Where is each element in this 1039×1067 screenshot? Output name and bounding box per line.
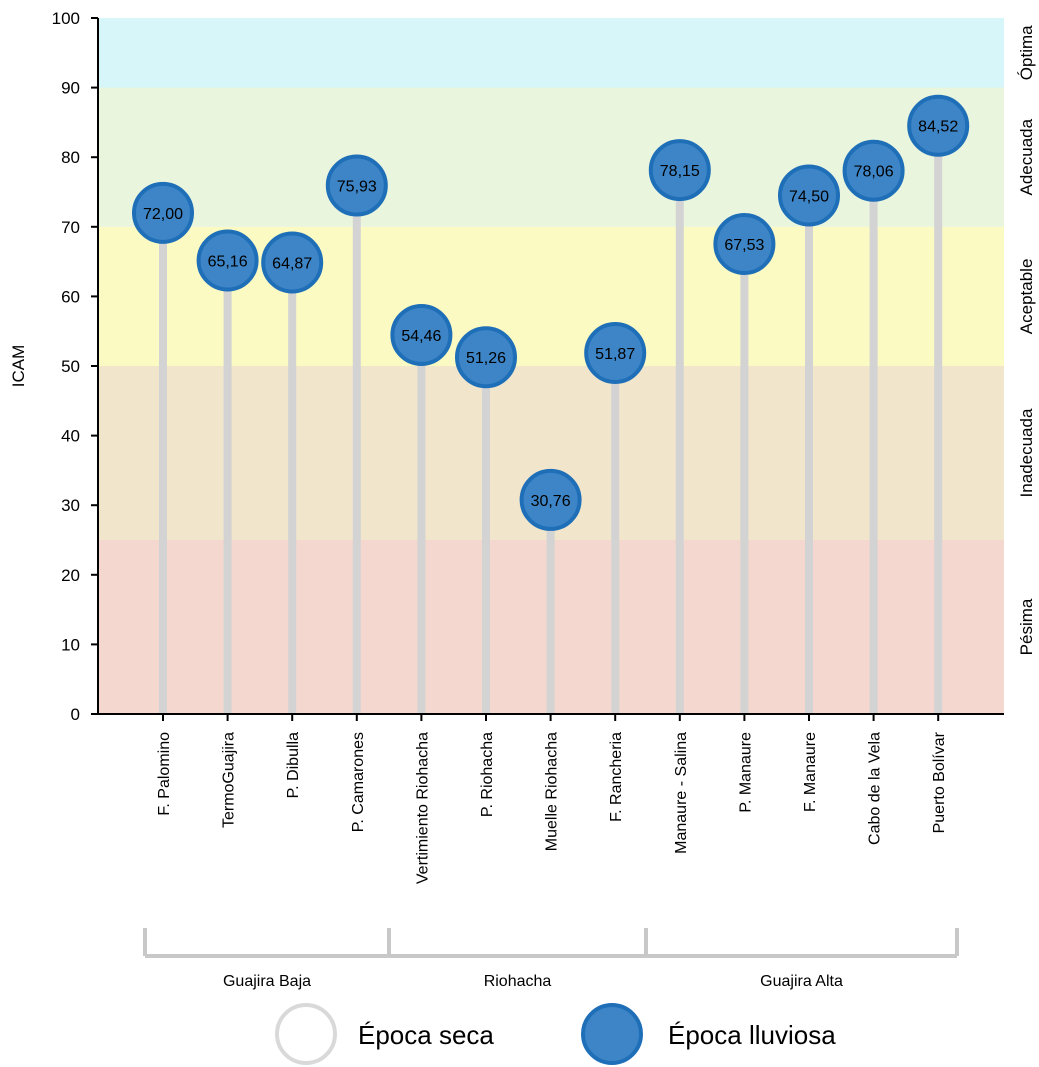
value-label-manaure-salina: 78,15	[660, 163, 700, 180]
value-label-termoguajira: 65,16	[208, 253, 248, 270]
category-label-p-riohacha: P. Riohacha	[479, 732, 496, 817]
value-label-p-camarones: 75,93	[337, 179, 377, 196]
legend: Época seca Época lluviosa	[275, 1003, 836, 1065]
category-label-f-manaure: F. Manaure	[802, 732, 819, 812]
x-axis-ticks: F. Palomino TermoGuajira P. Dibulla P. Cama…	[156, 714, 948, 884]
station-groups: Guajira Baja Riohacha Guajira Alta	[143, 928, 959, 990]
marker-vertimiento-riohacha	[390, 303, 453, 366]
quality-bands	[98, 18, 1004, 714]
value-label-p-dibulla: 64,87	[272, 256, 312, 273]
value-label-puerto-bolivar: 84,52	[918, 119, 958, 136]
y-axis-title: ICAM	[9, 345, 28, 388]
category-label-termoguajira: TermoGuajira	[221, 732, 238, 828]
legend-label-epoca-lluviosa: Época lluviosa	[668, 1020, 836, 1050]
y-axis-ticks: 0 10 20 30 40 50 60 70 80 90 100	[52, 9, 98, 724]
marker-p-dibulla	[261, 231, 324, 294]
group-label-riohacha: Riohacha	[484, 973, 552, 990]
y-tick-label: 80	[61, 148, 80, 167]
marker-p-riohacha	[455, 326, 517, 389]
category-label-p-camarones: P. Camarones	[350, 732, 367, 832]
y-tick-label: 60	[61, 287, 80, 306]
marker-manaure-salina	[648, 139, 711, 202]
value-label-f-rancheria: 51,87	[595, 346, 635, 363]
lollipop-stems	[159, 125, 943, 714]
band-label-inadecuada: Inadecuada	[1017, 408, 1036, 497]
category-label-p-manaure: P. Manaure	[737, 732, 754, 813]
value-label-p-manaure: 67,53	[724, 237, 764, 254]
value-label-cabo-de-la-vela: 78,06	[854, 164, 894, 181]
value-label-f-palomino: 72,00	[143, 206, 183, 223]
marker-f-palomino	[132, 181, 194, 244]
group-label-guajira-baja: Guajira Baja	[223, 973, 311, 990]
y-tick-label: 0	[71, 705, 80, 724]
group-label-guajira-alta: Guajira Alta	[760, 973, 843, 990]
marker-p-manaure	[713, 212, 776, 275]
band-label-adecuada: Adecuada	[1017, 118, 1036, 195]
category-label-p-dibulla: P. Dibulla	[285, 732, 302, 799]
band-label-pesima: Pésima	[1017, 598, 1036, 655]
category-label-puerto-bolivar: Puerto Bolívar	[931, 731, 948, 833]
value-label-muelle-riohacha: 30,76	[531, 493, 571, 510]
category-label-vertimiento-riohacha: Vertimiento Riohacha	[414, 732, 431, 884]
lollipop-markers: 72,00 65,16 64,87 75,93 54,46 51,26 30,76 51,87…	[132, 94, 970, 531]
y-tick-label: 70	[61, 218, 80, 237]
legend-marker-epoca-seca	[275, 1003, 337, 1065]
y-tick-label: 30	[61, 496, 80, 515]
value-label-p-riohacha: 51,26	[466, 350, 506, 367]
marker-termoguajira	[196, 229, 259, 292]
marker-f-manaure	[778, 164, 840, 227]
marker-cabo-de-la-vela	[842, 139, 905, 202]
quality-band-labels: Pésima Inadecuada Aceptable Adecuada Óptima	[1017, 25, 1036, 655]
category-label-f-palomino: F. Palomino	[156, 732, 173, 816]
band-label-aceptable: Aceptable	[1017, 259, 1036, 335]
marker-puerto-bolivar	[907, 94, 970, 157]
legend-marker-epoca-lluviosa	[581, 1003, 643, 1065]
marker-muelle-riohacha	[519, 468, 582, 531]
y-tick-label: 40	[61, 427, 80, 446]
marker-f-rancheria	[584, 321, 647, 384]
marker-p-camarones	[325, 154, 388, 217]
legend-label-epoca-seca: Época seca	[358, 1020, 494, 1050]
category-label-manaure-salina: Manaure - Salina	[673, 732, 690, 854]
y-tick-label: 10	[61, 635, 80, 654]
band-optima	[98, 18, 1004, 88]
y-tick-label: 90	[61, 79, 80, 98]
category-label-cabo-de-la-vela: Cabo de la Vela	[867, 732, 884, 845]
band-label-optima: Óptima	[1017, 25, 1036, 80]
value-label-f-manaure: 74,50	[789, 188, 829, 205]
y-tick-label: 20	[61, 566, 80, 585]
category-label-f-rancheria: F. Rancheria	[608, 732, 625, 822]
category-label-muelle-riohacha: Muelle Riohacha	[544, 732, 561, 851]
y-tick-label: 100	[52, 9, 80, 28]
value-label-vertimiento-riohacha: 54,46	[401, 328, 441, 345]
y-tick-label: 50	[61, 357, 80, 376]
